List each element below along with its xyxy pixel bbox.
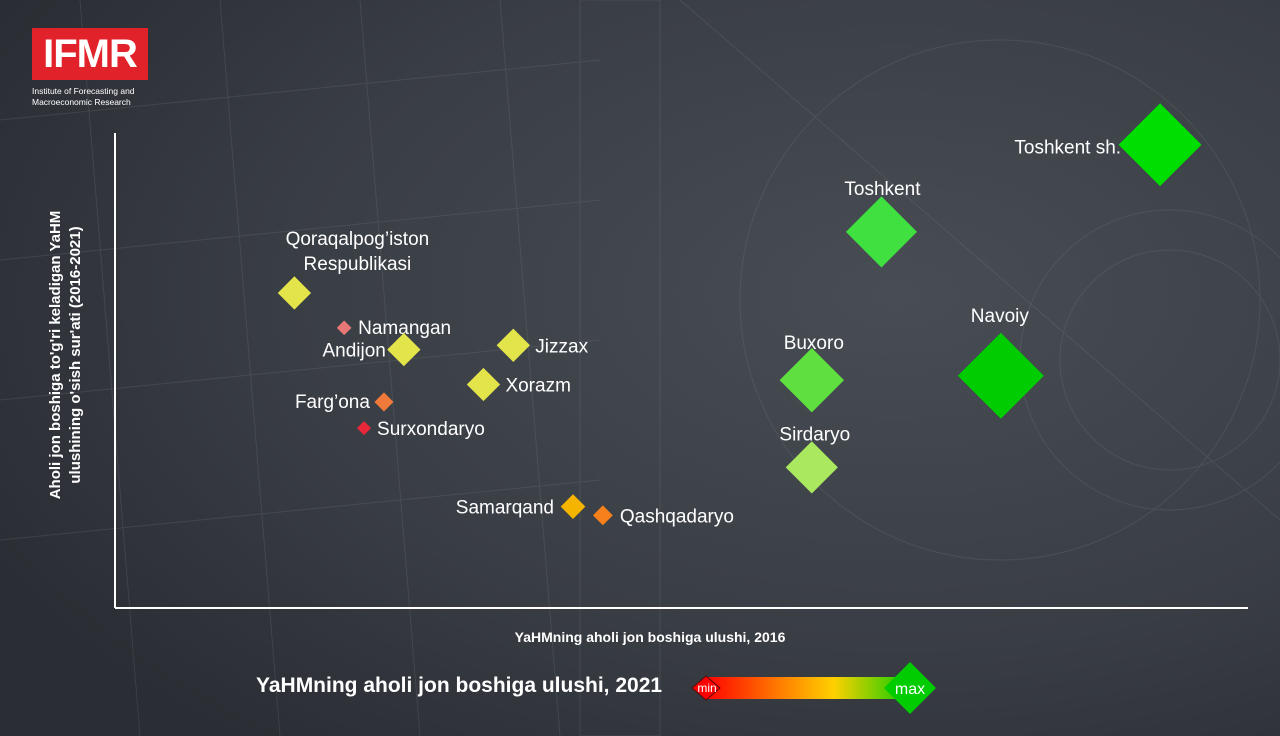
y-axis-label: Aholi jon boshiga to'g'ri keladigan YaHM… bbox=[47, 210, 84, 500]
point-marker bbox=[592, 505, 613, 526]
data-points: Qoraqalpog’iston Respublikasi NamanganAndi… bbox=[277, 103, 1202, 527]
point-marker bbox=[357, 421, 372, 436]
point-marker bbox=[374, 392, 394, 412]
point-marker bbox=[957, 332, 1044, 419]
point-marker bbox=[560, 494, 586, 519]
logo-subtitle: Institute of Forecasting and Macroeconom… bbox=[32, 86, 135, 107]
point-marker bbox=[779, 347, 844, 413]
point-marker bbox=[496, 328, 530, 362]
x-axis-label: YaHMning aholi jon boshiga ulushi, 2016 bbox=[514, 629, 786, 645]
legend-gradient-bar bbox=[705, 677, 913, 699]
color-legend: min max bbox=[691, 662, 936, 714]
point-label: Qashqadaryo bbox=[620, 506, 734, 527]
data-point: Qoraqalpog’iston Respublikasi bbox=[277, 229, 430, 310]
legend-max-marker bbox=[884, 662, 936, 714]
data-point: Andijon bbox=[322, 332, 421, 367]
point-label: Andijon bbox=[322, 341, 385, 362]
point-marker bbox=[1118, 103, 1202, 187]
data-point: Toshkent bbox=[844, 179, 921, 268]
point-label: Farg’ona bbox=[295, 392, 370, 413]
data-point: Farg’ona bbox=[295, 392, 394, 413]
point-marker bbox=[785, 441, 838, 494]
legend-title: YaHMning aholi jon boshiga ulushi, 2021 bbox=[256, 674, 663, 697]
point-marker bbox=[277, 276, 312, 310]
legend-min-label: min bbox=[697, 681, 716, 695]
data-point: Surxondaryo bbox=[357, 419, 485, 440]
data-point: Buxoro bbox=[779, 333, 844, 413]
point-marker bbox=[845, 196, 918, 268]
data-point: Xorazm bbox=[466, 367, 571, 402]
point-label: Samarqand bbox=[456, 498, 554, 519]
legend-min-marker bbox=[691, 675, 721, 701]
point-label: Qoraqalpog’iston Respublikasi bbox=[286, 229, 430, 275]
point-label: Sirdaryo bbox=[779, 424, 850, 445]
point-label: Xorazm bbox=[505, 376, 570, 397]
point-label: Namangan bbox=[358, 318, 451, 339]
logo-ifmr: IFMR bbox=[32, 28, 148, 80]
point-marker bbox=[387, 332, 421, 367]
data-point: Samarqand bbox=[456, 494, 586, 519]
data-point: Qashqadaryo bbox=[592, 505, 734, 527]
point-marker bbox=[466, 367, 501, 402]
point-label: Toshkent bbox=[844, 179, 921, 200]
data-point: Namangan bbox=[336, 318, 451, 339]
point-label: Toshkent sh. bbox=[1014, 138, 1121, 159]
point-label: Surxondaryo bbox=[377, 419, 485, 440]
data-point: Jizzax bbox=[496, 328, 589, 362]
point-marker bbox=[336, 320, 352, 336]
legend-max-label: max bbox=[895, 681, 925, 698]
data-point: Toshkent sh. bbox=[1014, 103, 1202, 187]
point-label-line: Qoraqalpog’iston bbox=[286, 229, 430, 250]
point-label: Navoiy bbox=[971, 306, 1030, 327]
point-label-line: Respublikasi bbox=[304, 254, 412, 275]
point-label: Buxoro bbox=[784, 333, 844, 354]
data-point: Sirdaryo bbox=[779, 424, 850, 494]
point-label: Jizzax bbox=[535, 336, 588, 357]
data-point: Navoiy bbox=[957, 306, 1044, 419]
